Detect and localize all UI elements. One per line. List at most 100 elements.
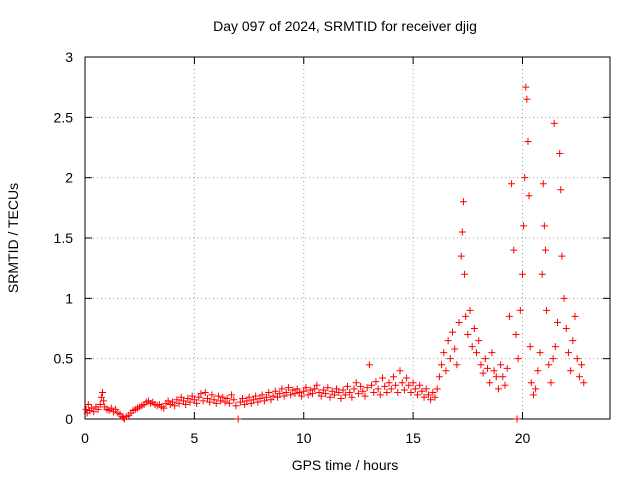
data-point (195, 393, 203, 401)
data-point (549, 355, 557, 363)
data-point (335, 388, 343, 396)
data-point (556, 150, 564, 158)
data-point (458, 228, 466, 236)
data-point (212, 399, 220, 407)
data-point (328, 387, 336, 395)
data-point (243, 397, 251, 405)
data-point (204, 394, 211, 402)
data-point (99, 388, 106, 396)
data-point (540, 222, 548, 230)
data-point (324, 384, 332, 392)
data-point (350, 385, 358, 393)
data-point (319, 386, 327, 394)
data-point (119, 414, 127, 422)
data-point (171, 402, 179, 410)
data-point (263, 393, 271, 401)
data-point (256, 394, 264, 402)
data-point (269, 392, 277, 400)
data-point (444, 337, 452, 345)
data-point (424, 391, 432, 399)
data-point (560, 294, 568, 302)
data-point (484, 364, 491, 372)
data-point (193, 399, 201, 407)
data-point (389, 373, 397, 381)
data-point (522, 83, 530, 91)
data-point (184, 394, 192, 402)
data-point (249, 396, 257, 404)
data-point (300, 387, 308, 395)
data-point (199, 397, 207, 405)
data-point (514, 355, 522, 363)
data-point (337, 394, 345, 402)
data-point (512, 331, 520, 339)
data-point (278, 385, 286, 393)
data-point (315, 388, 323, 396)
data-point (532, 385, 540, 393)
data-point (381, 382, 389, 390)
data-point (206, 398, 214, 406)
data-point (481, 355, 489, 363)
data-point (396, 367, 404, 375)
data-point (84, 401, 92, 409)
x-tick-label: 20 (515, 430, 531, 446)
data-point (363, 384, 371, 392)
data-point (374, 385, 382, 393)
data-point (418, 387, 426, 395)
data-point (160, 404, 168, 412)
data-point (508, 180, 516, 188)
y-axis-label: SRMTID / TECUs (5, 183, 21, 293)
data-point (326, 393, 334, 401)
data-point (309, 390, 316, 398)
data-point (197, 390, 205, 398)
data-point (352, 379, 360, 387)
data-point (468, 343, 476, 351)
data-point (107, 404, 115, 412)
data-point (214, 392, 222, 400)
data-point (575, 373, 583, 381)
data-point (241, 401, 249, 409)
data-point (521, 174, 529, 182)
data-point (407, 388, 415, 396)
data-point (513, 415, 521, 423)
data-point (479, 369, 487, 377)
data-point (190, 396, 198, 404)
data-point (234, 415, 242, 423)
data-point (543, 306, 551, 314)
data-point (348, 393, 356, 401)
data-point (379, 374, 386, 382)
data-point (523, 95, 531, 103)
data-point (274, 393, 281, 401)
data-points (82, 83, 588, 423)
data-point (247, 399, 255, 407)
data-point (298, 392, 306, 400)
chart-title: Day 097 of 2024, SRMTID for receiver dji… (213, 18, 477, 34)
plot-area-frame (84, 56, 611, 420)
data-point (289, 386, 297, 394)
data-point (219, 393, 227, 401)
data-point (405, 381, 413, 389)
data-point (578, 361, 586, 369)
data-point (90, 408, 98, 416)
data-point (562, 325, 570, 332)
data-point (400, 386, 408, 394)
data-point (376, 391, 384, 399)
data-point (236, 398, 244, 406)
data-point (232, 402, 240, 410)
data-point (571, 312, 579, 320)
data-point (267, 396, 275, 404)
data-point (276, 390, 284, 398)
data-point (354, 390, 362, 398)
data-point (186, 398, 194, 406)
data-point (503, 364, 511, 372)
data-point (557, 186, 565, 194)
data-point (173, 396, 181, 404)
data-point (433, 385, 441, 393)
data-point (177, 393, 185, 401)
data-point (499, 373, 507, 381)
data-point (564, 349, 572, 357)
data-point (550, 119, 558, 127)
data-point (368, 381, 376, 389)
data-point (429, 388, 437, 396)
y-tick-label: 1 (65, 290, 73, 306)
